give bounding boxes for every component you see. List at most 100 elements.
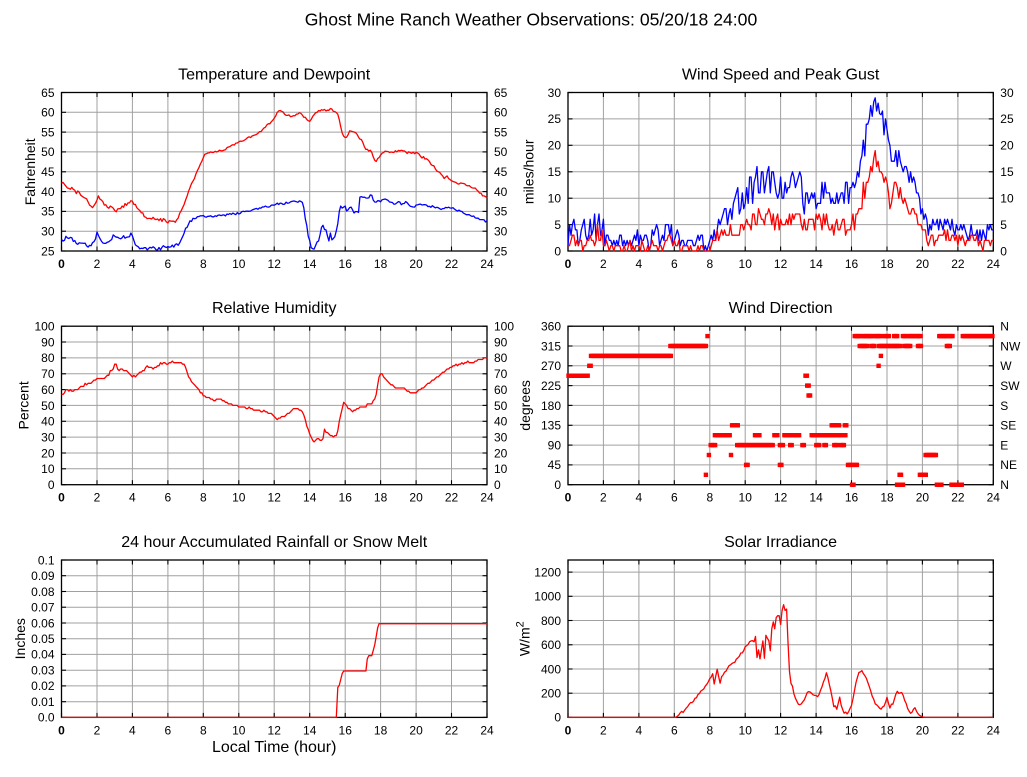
- svg-text:50: 50: [494, 145, 508, 159]
- svg-text:18: 18: [374, 723, 388, 737]
- svg-text:10: 10: [41, 462, 55, 476]
- svg-text:0.07: 0.07: [31, 601, 55, 615]
- svg-text:1000: 1000: [534, 590, 561, 604]
- svg-text:24: 24: [480, 723, 494, 737]
- svg-text:22: 22: [951, 723, 965, 737]
- svg-text:10: 10: [1000, 192, 1014, 206]
- svg-text:8: 8: [706, 257, 713, 271]
- svg-text:100: 100: [34, 320, 54, 334]
- svg-text:12: 12: [268, 491, 282, 505]
- svg-text:18: 18: [374, 491, 388, 505]
- svg-text:360: 360: [541, 320, 561, 334]
- svg-text:16: 16: [845, 257, 859, 271]
- svg-text:400: 400: [541, 662, 561, 676]
- svg-text:W: W: [1000, 359, 1012, 373]
- svg-text:2: 2: [94, 491, 101, 505]
- svg-text:10: 10: [739, 257, 753, 271]
- svg-text:0: 0: [58, 491, 65, 505]
- svg-text:2: 2: [600, 723, 607, 737]
- svg-text:25: 25: [1000, 112, 1014, 126]
- svg-text:270: 270: [541, 359, 561, 373]
- svg-text:24: 24: [987, 723, 1001, 737]
- svg-text:2: 2: [94, 257, 101, 271]
- svg-text:35: 35: [41, 205, 55, 219]
- svg-text:0.06: 0.06: [31, 616, 55, 630]
- svg-text:Percent: Percent: [16, 381, 32, 429]
- svg-text:4: 4: [129, 723, 136, 737]
- svg-text:0.02: 0.02: [31, 679, 55, 693]
- svg-text:55: 55: [494, 125, 508, 139]
- svg-text:SE: SE: [1000, 419, 1016, 433]
- svg-text:40: 40: [494, 185, 508, 199]
- svg-text:60: 60: [41, 383, 55, 397]
- svg-text:10: 10: [232, 491, 246, 505]
- svg-text:0.0: 0.0: [38, 711, 55, 725]
- svg-text:6: 6: [165, 257, 172, 271]
- svg-text:0: 0: [48, 478, 55, 492]
- svg-text:30: 30: [494, 225, 508, 239]
- svg-text:6: 6: [671, 491, 678, 505]
- svg-text:Inches: Inches: [12, 618, 28, 659]
- svg-text:50: 50: [41, 399, 55, 413]
- svg-text:12: 12: [774, 257, 788, 271]
- svg-text:2: 2: [600, 491, 607, 505]
- svg-text:0.03: 0.03: [31, 664, 55, 678]
- svg-text:0: 0: [554, 478, 561, 492]
- svg-text:6: 6: [165, 723, 172, 737]
- svg-text:16: 16: [339, 257, 353, 271]
- svg-text:16: 16: [339, 491, 353, 505]
- svg-text:10: 10: [232, 723, 246, 737]
- svg-text:14: 14: [303, 257, 317, 271]
- svg-text:30: 30: [494, 430, 508, 444]
- svg-text:Wind Direction: Wind Direction: [729, 300, 833, 317]
- svg-text:16: 16: [845, 491, 859, 505]
- svg-text:25: 25: [548, 112, 562, 126]
- svg-text:Ghost Mine Ranch Weather Obser: Ghost Mine Ranch Weather Observations: 0…: [305, 10, 758, 30]
- svg-text:45: 45: [548, 458, 562, 472]
- svg-text:Wind Speed and Peak Gust: Wind Speed and Peak Gust: [682, 67, 880, 84]
- svg-text:2: 2: [600, 257, 607, 271]
- svg-text:10: 10: [232, 257, 246, 271]
- svg-text:Relative Humidity: Relative Humidity: [212, 300, 336, 317]
- svg-text:Solar Irradiance: Solar Irradiance: [724, 534, 837, 551]
- svg-text:0: 0: [554, 711, 561, 725]
- svg-text:0: 0: [58, 723, 65, 737]
- svg-text:0.04: 0.04: [31, 648, 55, 662]
- svg-text:24 hour Accumulated Rainfall o: 24 hour Accumulated Rainfall or Snow Mel…: [121, 534, 427, 551]
- svg-text:0.05: 0.05: [31, 632, 55, 646]
- svg-text:90: 90: [494, 335, 508, 349]
- svg-text:22: 22: [445, 491, 459, 505]
- svg-text:15: 15: [1000, 165, 1014, 179]
- svg-text:22: 22: [445, 257, 459, 271]
- svg-text:2: 2: [94, 723, 101, 737]
- svg-text:135: 135: [541, 419, 561, 433]
- svg-text:14: 14: [809, 491, 823, 505]
- svg-text:15: 15: [548, 165, 562, 179]
- svg-text:45: 45: [494, 165, 508, 179]
- svg-text:1200: 1200: [534, 565, 561, 579]
- svg-text:6: 6: [165, 491, 172, 505]
- svg-text:20: 20: [41, 446, 55, 460]
- svg-text:0.08: 0.08: [31, 585, 55, 599]
- svg-text:24: 24: [987, 491, 1001, 505]
- svg-text:24: 24: [480, 491, 494, 505]
- svg-text:20: 20: [916, 257, 930, 271]
- svg-text:315: 315: [541, 339, 561, 353]
- svg-text:Fahrenheit: Fahrenheit: [22, 138, 38, 205]
- svg-text:40: 40: [41, 185, 55, 199]
- svg-text:30: 30: [41, 430, 55, 444]
- svg-text:S: S: [1000, 399, 1008, 413]
- svg-text:18: 18: [880, 723, 894, 737]
- svg-text:80: 80: [494, 351, 508, 365]
- svg-text:35: 35: [494, 205, 508, 219]
- svg-text:0.01: 0.01: [31, 695, 55, 709]
- svg-text:18: 18: [880, 257, 894, 271]
- svg-text:0.1: 0.1: [38, 553, 55, 567]
- svg-text:4: 4: [636, 723, 643, 737]
- svg-text:70: 70: [41, 367, 55, 381]
- svg-text:Local Time (hour): Local Time (hour): [212, 739, 337, 756]
- svg-text:30: 30: [1000, 86, 1014, 100]
- svg-text:65: 65: [494, 86, 508, 100]
- svg-text:5: 5: [554, 218, 561, 232]
- svg-text:40: 40: [41, 415, 55, 429]
